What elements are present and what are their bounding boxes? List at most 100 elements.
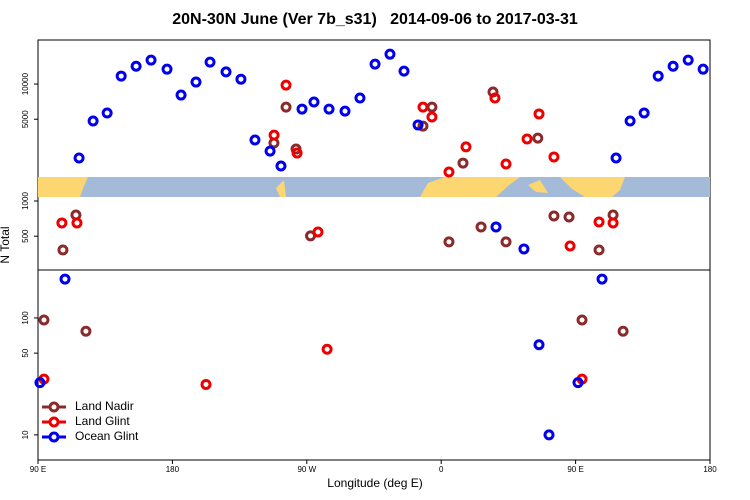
x-tick-label: 180 xyxy=(166,465,180,474)
point xyxy=(490,221,502,233)
point xyxy=(475,221,487,233)
point xyxy=(38,314,50,326)
point xyxy=(500,158,512,170)
x-tick-label: 90 E xyxy=(30,465,46,474)
point xyxy=(533,339,545,351)
point xyxy=(610,152,622,164)
point xyxy=(521,133,533,145)
legend-label: Land Nadir xyxy=(75,399,134,413)
point xyxy=(426,101,438,113)
point xyxy=(280,101,292,113)
point xyxy=(548,210,560,222)
x-tick-label: 90 E xyxy=(567,465,583,474)
plot-frame xyxy=(37,39,711,461)
point xyxy=(417,120,429,132)
point xyxy=(101,107,113,119)
point xyxy=(426,111,438,123)
point xyxy=(417,101,429,113)
point xyxy=(369,58,381,70)
point xyxy=(563,211,575,223)
point xyxy=(161,63,173,75)
point xyxy=(291,147,303,159)
point xyxy=(71,217,83,229)
y-tick-label: 100 xyxy=(21,311,30,325)
legend-marker xyxy=(48,401,60,413)
point xyxy=(443,166,455,178)
point xyxy=(200,378,212,390)
legend-label: Ocean Glint xyxy=(75,429,139,443)
y-axis-label: N Total xyxy=(0,226,12,263)
point xyxy=(115,70,127,82)
point xyxy=(443,236,455,248)
point xyxy=(593,216,605,228)
point xyxy=(667,60,679,72)
point xyxy=(312,226,324,238)
point xyxy=(235,73,247,85)
point xyxy=(489,92,501,104)
point xyxy=(204,56,216,68)
point xyxy=(572,377,584,389)
point xyxy=(220,66,232,78)
y-tick-label: 10 xyxy=(21,430,30,439)
y-tick-label: 5000 xyxy=(21,110,30,128)
point xyxy=(607,217,619,229)
point xyxy=(321,343,333,355)
point xyxy=(564,240,576,252)
point xyxy=(280,79,292,91)
point xyxy=(593,244,605,256)
point xyxy=(130,60,142,72)
point xyxy=(264,145,276,157)
point xyxy=(398,65,410,77)
point xyxy=(268,129,280,141)
point xyxy=(697,63,709,75)
point xyxy=(34,377,46,389)
point xyxy=(457,157,469,169)
x-tick-label: 0 xyxy=(439,465,444,474)
legend-marker xyxy=(48,431,60,443)
point xyxy=(296,103,308,115)
point xyxy=(56,217,68,229)
point xyxy=(384,48,396,60)
x-tick-label: 90 W xyxy=(297,465,316,474)
point xyxy=(354,92,366,104)
point xyxy=(548,151,560,163)
point xyxy=(543,429,555,441)
legend-label: Land Glint xyxy=(75,414,130,428)
point xyxy=(339,105,351,117)
point xyxy=(412,119,424,131)
point xyxy=(249,134,261,146)
y-tick-label: 500 xyxy=(21,229,30,243)
point xyxy=(682,54,694,66)
y-tick-label: 10000 xyxy=(21,72,30,95)
point xyxy=(460,141,472,153)
map-band xyxy=(38,177,710,197)
point xyxy=(518,243,530,255)
point xyxy=(596,273,608,285)
legend-marker xyxy=(48,416,60,428)
point xyxy=(624,115,636,127)
point xyxy=(323,103,335,115)
y-tick-label: 1000 xyxy=(21,192,30,210)
point xyxy=(175,89,187,101)
point xyxy=(638,107,650,119)
point xyxy=(73,152,85,164)
point xyxy=(275,160,287,172)
point xyxy=(308,96,320,108)
point xyxy=(576,314,588,326)
point xyxy=(80,325,92,337)
point xyxy=(532,132,544,144)
point xyxy=(59,273,71,285)
point xyxy=(533,108,545,120)
y-tick-label: 50 xyxy=(21,348,30,357)
x-tick-label: 180 xyxy=(703,465,717,474)
point xyxy=(652,70,664,82)
point xyxy=(87,115,99,127)
point xyxy=(617,325,629,337)
point xyxy=(57,244,69,256)
point xyxy=(190,76,202,88)
chart-title: 20N-30N June (Ver 7b_s31) 2014-09-06 to … xyxy=(172,11,578,28)
x-axis-label: Longitude (deg E) xyxy=(327,476,422,490)
point xyxy=(500,236,512,248)
point xyxy=(145,54,157,66)
